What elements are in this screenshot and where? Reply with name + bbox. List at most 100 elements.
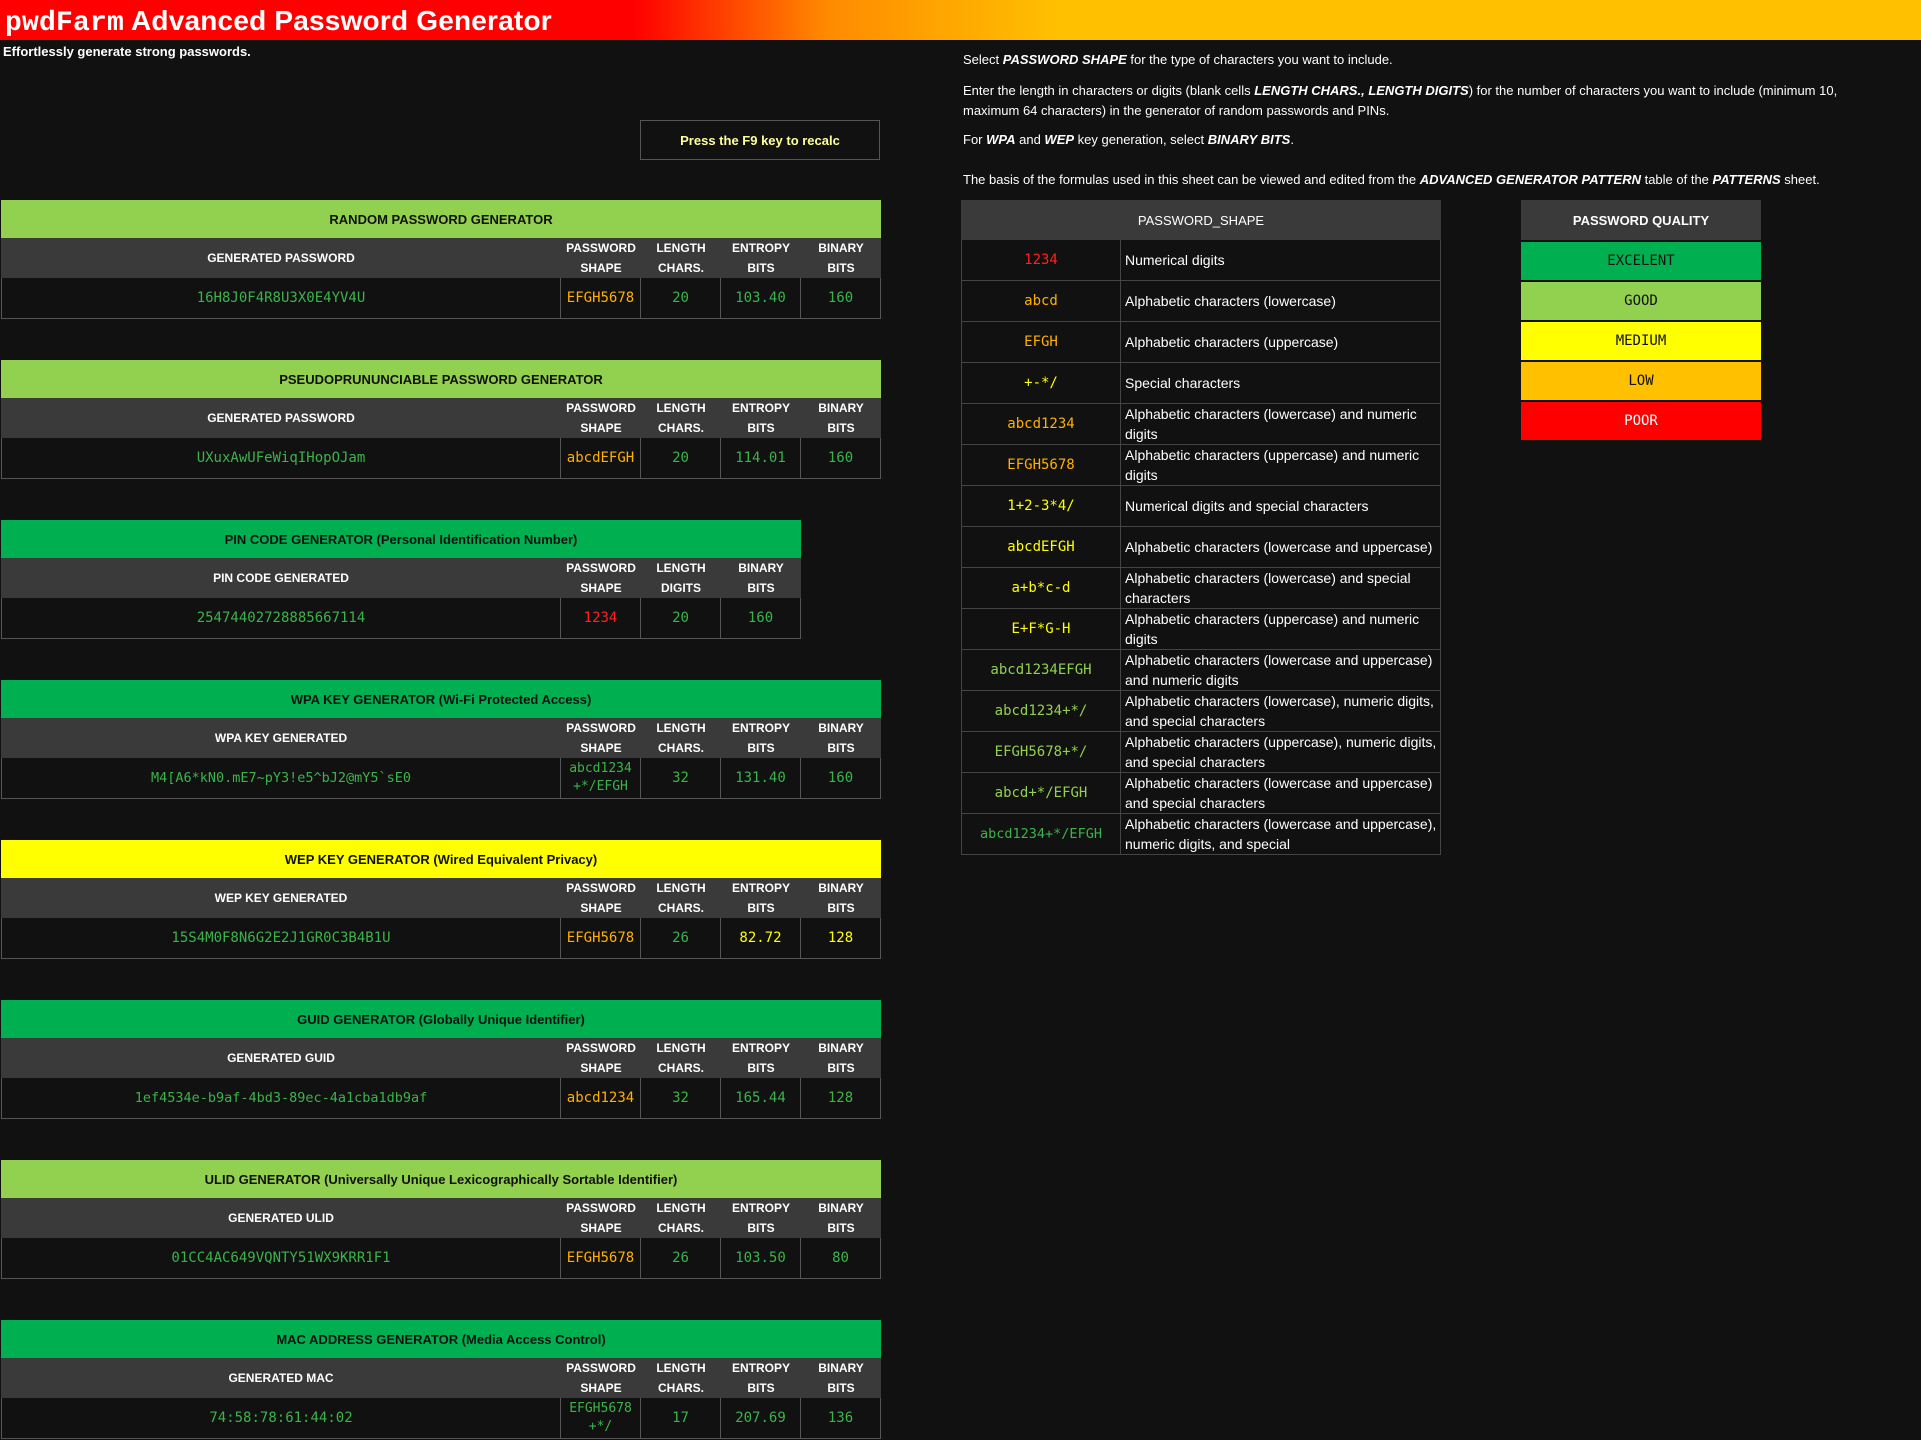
info-text: for the type of characters you want to i… (1126, 52, 1393, 67)
shape-code: EFGH (961, 322, 1121, 362)
shape-code: EFGH5678+*/ (961, 732, 1121, 772)
password-shape-header: PASSWORD_SHAPE (961, 200, 1441, 240)
info-text: key generation, select (1074, 132, 1208, 147)
entropy-bits-value: 103.40 (721, 278, 801, 318)
generated-value[interactable]: UXuxAwUFeWiqIHopOJam (1, 438, 561, 478)
password-quality-header: PASSWORD QUALITY (1521, 200, 1761, 240)
password-shape-select[interactable]: EFGH5678 (561, 1238, 641, 1278)
col-binary-bits-header: BINARY BITS (818, 401, 864, 435)
password-shape-row: E+F*G-H Alphabetic characters (uppercase)… (961, 609, 1441, 650)
shape-description: Alphabetic characters (lowercase and upp… (1121, 527, 1441, 567)
length-input[interactable]: 20 (641, 278, 721, 318)
generated-value[interactable]: 74:58:78:61:44:02 (1, 1398, 561, 1438)
password-shape-row: abcd1234+*/Alphabetic characters (lowerc… (961, 691, 1441, 732)
col-length-header: LENGTH CHARS. (656, 1041, 706, 1075)
length-input[interactable]: 26 (641, 1238, 721, 1278)
binary-bits-select[interactable]: 136 (801, 1398, 881, 1438)
generator-header-row: GENERATED PASSWORD PASSWORD SHAPE LENGTH C… (1, 238, 881, 278)
generator-section: MAC ADDRESS GENERATOR (Media Access Cont… (1, 1320, 881, 1439)
password-shape-select[interactable]: abcd1234 +*/EFGH (561, 758, 641, 798)
col-password-shape-header: PASSWORD SHAPE (566, 1201, 636, 1235)
generator-title: PIN CODE GENERATOR (Personal Identificat… (1, 520, 801, 558)
password-shape-select[interactable]: EFGH5678 +*/ (561, 1398, 641, 1438)
password-shape-row: EFGH5678+*/Alphabetic characters (upperc… (961, 732, 1441, 773)
generated-value[interactable]: 16H8J0F4R8U3X0E4YV4U (1, 278, 561, 318)
shape-code: a+b*c-d (961, 568, 1121, 608)
password-shape-row: 1234 Numerical digits (961, 240, 1441, 281)
password-shape-row: abcdEFGH Alphabetic characters (lowercase… (961, 527, 1441, 568)
col-generated-header: GENERATED MAC (228, 1371, 334, 1385)
password-shape-select[interactable]: EFGH5678 (561, 918, 641, 958)
app-title: pwdFarm Advanced Password Generator (5, 5, 552, 39)
generator-header-row: WPA KEY GENERATED PASSWORD SHAPE LENGTH CH… (1, 718, 881, 758)
col-length-header: LENGTH CHARS. (656, 881, 706, 915)
binary-bits-select[interactable]: 160 (801, 438, 881, 478)
password-shape-row: abcd1234EFGH Alphabetic characters (lower… (961, 650, 1441, 691)
col-binary-bits-header: BINARY BITS (818, 1361, 864, 1395)
shape-code: abcd1234+*/ (961, 691, 1121, 731)
binary-bits-select[interactable]: 128 (801, 918, 881, 958)
generator-section: WPA KEY GENERATOR (Wi-Fi Protected Acces… (1, 680, 881, 799)
shape-code: +-*/ (961, 363, 1121, 403)
generated-value[interactable]: 01CC4AC649VQNTY51WX9KRR1F1 (1, 1238, 561, 1278)
entropy-bits-value: 165.44 (721, 1078, 801, 1118)
col-length-header: LENGTH CHARS. (656, 1201, 706, 1235)
generator-section: WEP KEY GENERATOR (Wired Equivalent Priv… (1, 840, 881, 959)
entropy-bits-value: 103.50 (721, 1238, 801, 1278)
info-line-3: For WPA and WEP key generation, select B… (963, 130, 1294, 150)
info-text: ) for the number of characters you want … (1468, 83, 1838, 98)
col-generated-header: PIN CODE GENERATED (213, 571, 349, 585)
password-shape-table: PASSWORD_SHAPE 1234 Numerical digits abcd A… (961, 200, 1441, 855)
quality-level-poor: POOR (1521, 402, 1761, 440)
generated-value[interactable]: M4[A6*kN0.mE7~pY3!e5^bJ2@mY5`sE0 (1, 758, 561, 798)
password-shape-select[interactable]: EFGH5678 (561, 278, 641, 318)
col-length-header: LENGTH CHARS. (656, 401, 706, 435)
length-input[interactable]: 26 (641, 918, 721, 958)
info-text: Enter the length in characters or digits… (963, 83, 1255, 98)
password-shape-select[interactable]: 1234 (561, 598, 641, 638)
col-entropy-bits-header: ENTROPY BITS (731, 1041, 790, 1075)
col-entropy-bits-header: ENTROPY BITS (731, 1201, 790, 1235)
shape-code: abcd1234+*/EFGH (961, 814, 1121, 854)
length-input[interactable]: 32 (641, 1078, 721, 1118)
generator-header-row: GENERATED MAC PASSWORD SHAPE LENGTH CHARS.… (1, 1358, 881, 1398)
col-length-header: LENGTH CHARS. (656, 1361, 706, 1395)
info-text: maximum 64 characters) in the generator … (963, 103, 1390, 118)
generator-section: GUID GENERATOR (Globally Unique Identifi… (1, 1000, 881, 1119)
shape-description: Numerical digits and special characters (1121, 486, 1441, 526)
info-line-1: Select PASSWORD SHAPE for the type of ch… (963, 50, 1393, 70)
generated-value[interactable]: 25474402728885667114 (1, 598, 561, 638)
binary-bits-select[interactable]: 160 (801, 278, 881, 318)
length-input[interactable]: 32 (641, 758, 721, 798)
info-line-4: The basis of the formulas used in this s… (963, 170, 1820, 190)
length-input[interactable]: 20 (641, 598, 721, 638)
generator-header-row: GENERATED PASSWORD PASSWORD SHAPE LENGTH C… (1, 398, 881, 438)
binary-bits-select[interactable]: 160 (801, 758, 881, 798)
col-binary-bits-header: BINARY BITS (818, 1201, 864, 1235)
length-input[interactable]: 20 (641, 438, 721, 478)
length-input[interactable]: 17 (641, 1398, 721, 1438)
col-generated-header: WEP KEY GENERATED (214, 891, 348, 905)
col-length-header: LENGTH CHARS. (656, 721, 706, 755)
password-shape-select[interactable]: abcdEFGH (561, 438, 641, 478)
shape-code: E+F*G-H (961, 609, 1121, 649)
binary-bits-select[interactable]: 80 (801, 1238, 881, 1278)
generated-value[interactable]: 15S4M0F8N6G2E2J1GR0C3B4B1U (1, 918, 561, 958)
password-shape-row: abcd1234 Alphabetic characters (lowercase… (961, 404, 1441, 445)
quality-levels: EXCELENT GOOD MEDIUM LOW POOR (1521, 242, 1761, 440)
col-length-header: LENGTH CHARS. (656, 241, 706, 275)
generated-value[interactable]: 1ef4534e-b9af-4bd3-89ec-4a1cba1db9af (1, 1078, 561, 1118)
generator-title: GUID GENERATOR (Globally Unique Identifi… (1, 1000, 881, 1038)
col-binary-bits-header: BINARY BITS (818, 241, 864, 275)
shape-description: Alphabetic characters (uppercase) and nu… (1121, 609, 1441, 649)
generator-section: PIN CODE GENERATOR (Personal Identificat… (1, 520, 801, 639)
binary-bits-select[interactable]: 128 (801, 1078, 881, 1118)
subtitle: Effortlessly generate strong passwords. (3, 44, 251, 59)
col-generated-header: WPA KEY GENERATED (214, 731, 348, 745)
shape-code: abcd1234 (961, 404, 1121, 444)
binary-bits-select[interactable]: 160 (721, 598, 801, 638)
password-shape-select[interactable]: abcd1234 (561, 1078, 641, 1118)
col-length-header: LENGTH DIGITS (656, 561, 706, 595)
generator-value-row: 16H8J0F4R8U3X0E4YV4U EFGH5678 20 103.40 160 (1, 278, 881, 319)
col-password-shape-header: PASSWORD SHAPE (566, 561, 636, 595)
